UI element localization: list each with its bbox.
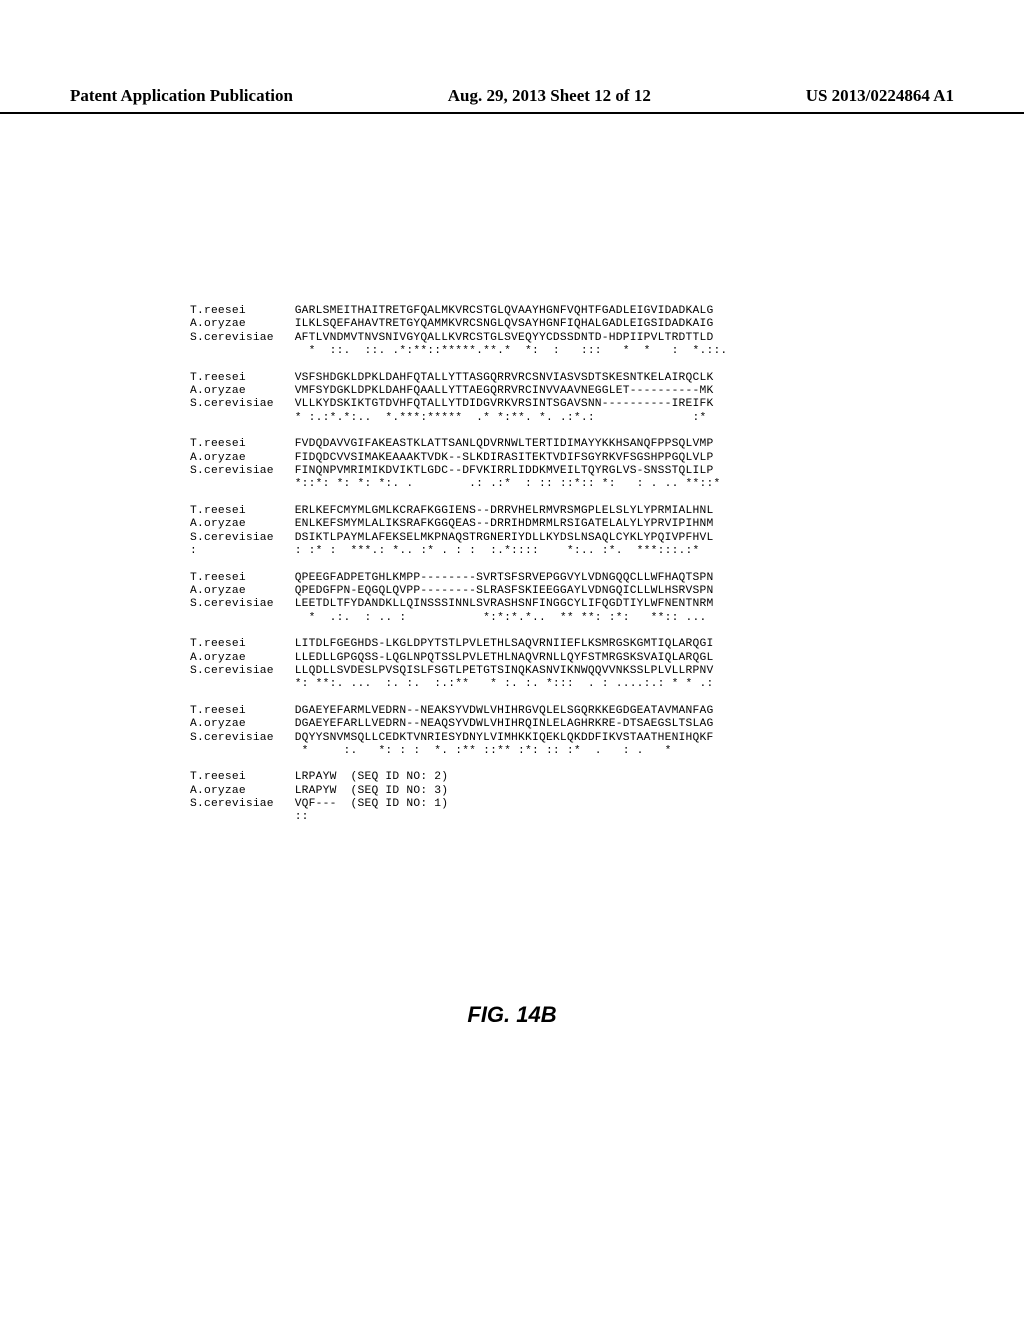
header-right: US 2013/0224864 A1 [806, 86, 954, 106]
patent-header: Patent Application Publication Aug. 29, … [0, 86, 1024, 114]
header-center: Aug. 29, 2013 Sheet 12 of 12 [448, 86, 651, 106]
header-left: Patent Application Publication [70, 86, 293, 106]
sequence-alignment: T.reesei GARLSMEITHAITRETGFQALMKVRCSTGLQ… [190, 305, 727, 825]
figure-label: FIG. 14B [0, 1002, 1024, 1028]
